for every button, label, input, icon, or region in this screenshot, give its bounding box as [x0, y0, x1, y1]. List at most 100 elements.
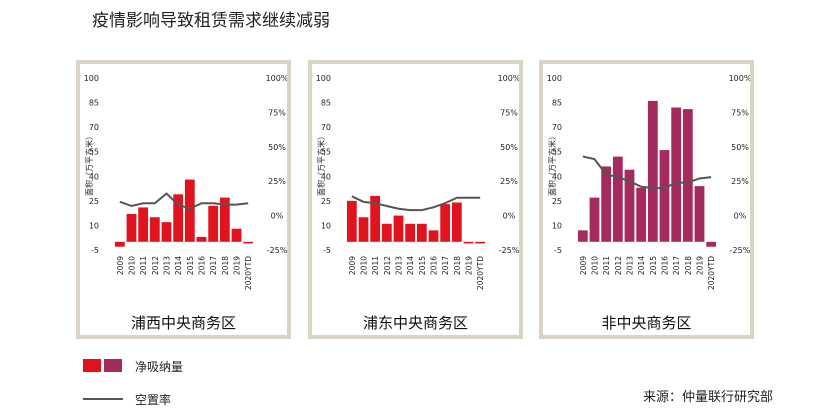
- y-tick-label: 10: [321, 221, 331, 230]
- x-tick-label: 2020YTD: [476, 256, 485, 290]
- bar: [659, 150, 670, 242]
- x-tick-label: 2019: [696, 256, 705, 275]
- y-axis-label: 面积（万平方米）: [547, 132, 557, 196]
- y-tick-label: 85: [321, 99, 331, 108]
- y-tick-label: 55: [89, 148, 99, 157]
- bar: [451, 202, 462, 242]
- y-tick-label: 70: [552, 123, 562, 132]
- x-tick-label: 2019: [465, 256, 474, 275]
- y2-tick-label: -25%: [730, 246, 750, 255]
- bar: [231, 228, 242, 242]
- y2-tick-label: -25%: [499, 246, 519, 255]
- bar: [405, 223, 416, 242]
- bar: [682, 109, 693, 242]
- x-tick-label: 2018: [453, 256, 462, 275]
- y-tick-label: -5: [554, 246, 562, 255]
- bar: [671, 107, 682, 242]
- y2-tick-label: 50%: [731, 143, 749, 152]
- legend-swatch-purple: [104, 359, 122, 372]
- chart-title: 浦东中央商务区: [362, 314, 468, 332]
- x-tick-label: 2020YTD: [707, 256, 716, 290]
- bar: [358, 217, 369, 242]
- x-tick-label: 2016: [198, 256, 207, 275]
- x-tick-label: 2014: [406, 256, 415, 275]
- y2-tick-label: 100%: [498, 74, 519, 83]
- y-tick-label: 10: [552, 221, 562, 230]
- y2-tick-label: 25%: [731, 177, 749, 186]
- y-tick-label: 25: [89, 197, 99, 206]
- bar: [161, 222, 172, 242]
- bar: [219, 197, 230, 242]
- y-tick-label: 55: [321, 148, 331, 157]
- bar: [138, 207, 149, 242]
- x-tick-label: 2009: [348, 256, 357, 275]
- y2-tick-label: 50%: [500, 143, 518, 152]
- y-tick-label: 100: [316, 74, 331, 83]
- x-tick-label: 2017: [441, 256, 450, 275]
- y2-tick-label: 0%: [271, 212, 284, 221]
- y-tick-label: 100: [84, 74, 99, 83]
- x-tick-label: 2016: [661, 256, 670, 275]
- bar: [149, 217, 160, 242]
- x-tick-label: 2010: [360, 256, 369, 275]
- x-tick-label: 2013: [395, 256, 404, 275]
- x-tick-label: 2014: [174, 256, 183, 275]
- chart-svg: -5 10 25 40 55 70 85 100 -25% 0% 25% 50% 75% 100% 面积（万…: [547, 74, 750, 290]
- bar: [184, 179, 195, 242]
- bar: [114, 241, 125, 247]
- y2-tick-label: 0%: [503, 212, 516, 221]
- chart-svg: -5 10 25 40 55 70 85 100 -25% 0% 25% 50% 75% 100% 面积（万…: [84, 74, 287, 290]
- y-tick-label: 70: [321, 123, 331, 132]
- bar: [196, 236, 207, 242]
- chart-svg: -5 10 25 40 55 70 85 100 -25% 0% 25% 50% 75% 100% 面积（万…: [316, 74, 519, 290]
- bar: [243, 241, 254, 244]
- bar: [694, 186, 705, 242]
- legend-swatch-red: [83, 359, 101, 372]
- x-tick-label: 2019: [233, 256, 242, 275]
- bar: [440, 204, 451, 242]
- y-tick-label: 85: [89, 99, 99, 108]
- y-axis-label: 面积（万平方米）: [316, 132, 326, 196]
- x-tick-label: 2015: [186, 256, 195, 275]
- x-tick-label: 2010: [128, 256, 137, 275]
- y-tick-label: 25: [552, 197, 562, 206]
- x-tick-label: 2013: [163, 256, 172, 275]
- y-tick-label: 10: [89, 221, 99, 230]
- bar: [393, 215, 404, 242]
- x-tick-label: 2011: [371, 256, 380, 275]
- x-tick-label: 2014: [637, 256, 646, 275]
- x-tick-label: 2018: [684, 256, 693, 275]
- bar: [475, 241, 486, 244]
- y-tick-label: -5: [323, 246, 331, 255]
- x-tick-label: 2011: [602, 256, 611, 275]
- y2-tick-label: 75%: [731, 108, 749, 117]
- bar: [416, 223, 427, 242]
- y2-tick-label: -25%: [267, 246, 287, 255]
- bar: [624, 169, 635, 242]
- x-tick-label: 2010: [591, 256, 600, 275]
- x-tick-label: 2013: [626, 256, 635, 275]
- bar: [706, 241, 717, 247]
- bar: [636, 187, 647, 242]
- bar: [589, 197, 600, 242]
- legend-net-absorption: 净吸纳量: [135, 360, 184, 374]
- y-tick-label: 100: [547, 74, 562, 83]
- legend-vacancy: 空置率: [135, 393, 172, 407]
- x-tick-label: 2009: [116, 256, 125, 275]
- bar: [381, 223, 392, 242]
- y-axis-label: 面积（万平方米）: [84, 132, 94, 196]
- chart-title: 浦西中央商务区: [130, 314, 236, 332]
- y-tick-label: 40: [552, 172, 562, 181]
- x-tick-label: 2009: [579, 256, 588, 275]
- y-tick-label: 40: [89, 172, 99, 181]
- chart-panel-non-cbd: -5 10 25 40 55 70 85 100 -25% 0% 25% 50% 75% 100% 面积（万…: [539, 60, 754, 339]
- y-tick-label: -5: [91, 246, 99, 255]
- x-tick-label: 2020YTD: [244, 256, 253, 290]
- y2-tick-label: 0%: [734, 212, 747, 221]
- y-tick-label: 85: [552, 99, 562, 108]
- bar: [612, 156, 623, 242]
- y2-tick-label: 75%: [500, 108, 518, 117]
- x-tick-label: 2015: [418, 256, 427, 275]
- y2-tick-label: 100%: [266, 74, 287, 83]
- bar: [647, 100, 658, 242]
